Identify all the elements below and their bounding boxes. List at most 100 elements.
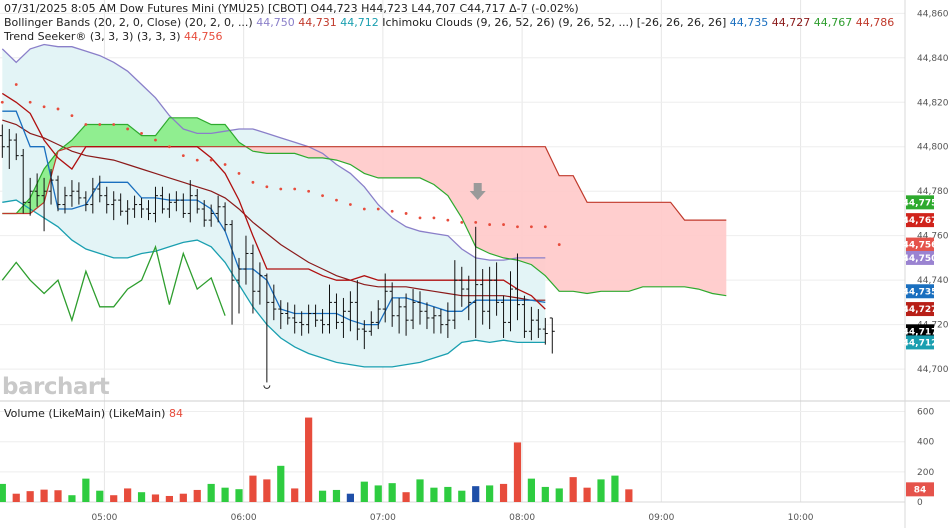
trend-seeker-dot (516, 225, 519, 229)
volume-bar (305, 417, 313, 502)
trend-seeker-dot (209, 158, 213, 162)
trend-seeker-dot (154, 138, 157, 142)
price-bar (0, 124, 5, 158)
price-bar (549, 317, 555, 354)
price-bar (445, 302, 451, 338)
price-badge-bg (906, 302, 934, 317)
price-bar (375, 300, 381, 330)
trend-seeker-dot (251, 180, 255, 184)
price-bar (201, 200, 207, 227)
ichimoku-kijun-value: 44,727 (771, 16, 811, 29)
volume-tick-label: 200 (917, 468, 934, 478)
price-bar (125, 200, 131, 225)
price-bar (271, 284, 277, 321)
volume-bar (360, 481, 368, 502)
volume-bar (374, 485, 382, 502)
ichimoku-span-b-value: 44,786 (855, 16, 895, 29)
price-bar (396, 297, 402, 334)
volume-bar (583, 487, 591, 502)
trend-seeker-dot (502, 223, 505, 226)
price-bar (438, 309, 444, 334)
bb-lower-value: 44,712 (340, 16, 379, 29)
price-bar (528, 306, 534, 341)
price-bar (187, 180, 193, 223)
volume-bar (68, 495, 76, 502)
trend-seeker-dot (14, 83, 18, 86)
price-bar (431, 306, 437, 334)
price-bar (327, 284, 333, 334)
volume-bar (0, 483, 6, 502)
price-bar (194, 188, 200, 214)
volume-bar (318, 490, 327, 502)
bb-upper-value: 44,750 (256, 16, 295, 29)
price-bar (494, 262, 500, 316)
price-bar (111, 191, 117, 221)
price-bar (514, 253, 520, 321)
trend-seeker-dot (418, 216, 422, 220)
trend-seeker-dot (460, 220, 464, 224)
price-bar (501, 295, 507, 338)
price-badge-bg (906, 250, 934, 265)
price-badge-bg (906, 284, 934, 299)
arrow-down-icon (469, 183, 486, 200)
price-badge-text: 44,717 (903, 327, 938, 337)
volume-bar (54, 490, 62, 502)
trend-seeker-dot (307, 189, 311, 193)
price-badge-text: 44,775 (903, 198, 938, 208)
trend-seeker-dot (126, 127, 130, 131)
volume-bar (541, 486, 549, 502)
volume-header: Volume (LikeMain) (LikeMain) 84 (4, 407, 183, 420)
price-badge-bg (906, 237, 934, 252)
price-bar (48, 168, 54, 205)
volume-bar (486, 485, 494, 502)
price-bar (320, 309, 326, 334)
trend-seeker-value: 44,756 (184, 30, 223, 43)
trend-seeker-dot (0, 100, 4, 104)
trend-seeker-dot (237, 172, 241, 175)
price-bar (236, 257, 242, 314)
price-bar (264, 273, 270, 383)
price-bar (333, 293, 339, 330)
trend-seeker-dot (557, 243, 561, 246)
bollinger-band-fill (2, 44, 546, 367)
volume-bar (332, 489, 341, 502)
volume-bar (291, 488, 299, 502)
x-tick-label: 08:00 (509, 513, 535, 523)
trend-seeker-dot (42, 105, 46, 109)
price-bar (285, 302, 291, 325)
price-bar (152, 186, 158, 223)
ichimoku-span-a-line (2, 117, 727, 297)
ichimoku-label: Ichimoku Clouds (9, 26, 52, 26) (9, 26, … (382, 16, 727, 29)
volume-value: 84 (168, 407, 183, 420)
price-bar (257, 262, 263, 305)
price-badge-bg (906, 335, 934, 350)
volume-bar (12, 493, 20, 502)
trend-seeker-dot (488, 223, 492, 226)
volume-bar (26, 491, 34, 502)
price-bar (473, 226, 479, 338)
price-bar (243, 235, 249, 285)
chart-header-indicators: Bollinger Bands (20, 2, 0, Close) (20, 2… (4, 16, 894, 30)
price-bar (90, 177, 96, 214)
ichimoku-cloud-bearish (247, 146, 727, 296)
price-bar (417, 291, 423, 325)
price-badge-bg (906, 213, 934, 228)
trend-seeker-dot (279, 187, 283, 191)
x-tick-label: 05:00 (91, 513, 117, 523)
volume-bar (611, 475, 619, 502)
barchart-logo: barchart (2, 374, 110, 400)
price-bar (229, 220, 235, 325)
price-bar (410, 289, 416, 330)
volume-bar (569, 477, 577, 502)
price-bar (55, 175, 61, 212)
ichimoku-chikou-line (1, 244, 226, 323)
price-bar (215, 195, 221, 223)
price-bar (132, 195, 138, 218)
volume-badge-text: 84 (914, 485, 927, 495)
y-tick-label: 44,700 (917, 365, 949, 375)
price-bar (278, 300, 284, 330)
chart-header-quote: 07/31/2025 8:05 AM Dow Futures Mini (YMU… (4, 2, 579, 15)
trend-seeker-dot (529, 225, 533, 229)
volume-bar (193, 489, 201, 502)
price-bar (340, 297, 346, 338)
